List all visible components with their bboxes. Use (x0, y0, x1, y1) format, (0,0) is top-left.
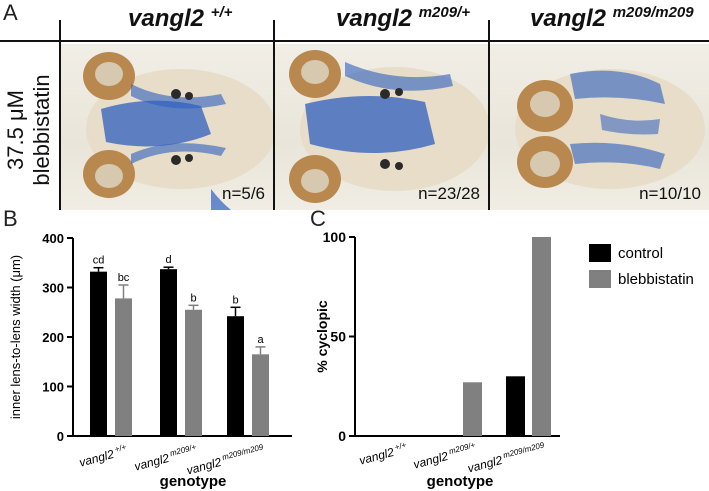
chart-b-significance-label: b (232, 294, 238, 306)
chart-c-bar (506, 376, 525, 436)
column-divider-1 (273, 20, 275, 210)
chart-b-bar (252, 354, 269, 436)
embryo-photo-wildtype: n=5/6 (61, 44, 273, 210)
embryo-photo-heterozygous: n=23/28 (275, 44, 488, 210)
panel-c-letter: C (310, 206, 326, 231)
legend-swatch-control (589, 244, 611, 262)
chart-b-significance-label: b (190, 292, 196, 304)
column-header-homozygous: vangl2 m209/m209 (530, 4, 694, 32)
chart-c-xtick-label: vangl2 +/+ (357, 440, 409, 467)
row-label-divider (59, 20, 61, 210)
chart-c-bar (532, 237, 551, 436)
chart-c-ytick-label: 50 (330, 329, 346, 345)
chart-b-significance-label: cd (93, 255, 105, 267)
chart-c-ylabel: % cyclopic (314, 300, 330, 373)
chart-c-xlabel: genotype (427, 473, 494, 490)
chart-b-xtick-label: vangl2 +/+ (77, 442, 129, 469)
panel-b-letter: B (3, 206, 18, 231)
sample-count-heterozygous: n=23/28 (418, 184, 480, 203)
legend-label-blebbistatin: blebbistatin (618, 271, 694, 288)
column-header-heterozygous: vangl2 m209/+ (336, 4, 470, 32)
chart-b-significance-label: a (257, 334, 264, 346)
chart-b-bar (227, 316, 244, 436)
legend-swatch-blebbistatin (589, 270, 611, 288)
embryo-illustration-homozygous (515, 69, 705, 189)
panel-a-letter: A (3, 0, 18, 25)
column-header-wildtype: vangl2 +/+ (128, 4, 233, 32)
chart-b-ytick-label: 400 (42, 231, 64, 246)
chart-c-xtick-label: vangl2 m209/m209 (466, 440, 548, 475)
chart-b-ytick-label: 200 (42, 330, 64, 345)
chart-b-significance-label: d (165, 254, 171, 266)
embryo-illustration-heterozygous (289, 50, 488, 203)
chart-b-ylabel: inner lens-to-lens width (μm) (8, 255, 23, 419)
sample-count-homozygous: n=10/10 (639, 184, 701, 203)
chart-b-bar (90, 271, 107, 436)
chart-b-ytick-label: 0 (57, 429, 64, 444)
legend-label-control: control (618, 245, 663, 262)
header-divider (0, 40, 709, 42)
chart-b-significance-label: bc (118, 272, 130, 284)
chart-b-bar (185, 309, 202, 436)
chart-b-bar (160, 269, 177, 436)
chart-c-ytick-label: 100 (323, 229, 347, 245)
embryo-photo-homozygous: n=10/10 (490, 44, 709, 210)
embryo-illustration-wildtype (83, 52, 273, 210)
column-divider-2 (488, 20, 490, 210)
chart-b-ytick-label: 300 (42, 281, 64, 296)
sample-count-wildtype: n=5/6 (221, 184, 265, 203)
chart-c-ytick-label: 0 (338, 428, 346, 444)
chart-b-bar (115, 298, 132, 436)
chart-b-ytick-label: 100 (42, 380, 64, 395)
chart-c-bar (463, 382, 482, 436)
chart-b-xlabel: genotype (160, 473, 227, 490)
